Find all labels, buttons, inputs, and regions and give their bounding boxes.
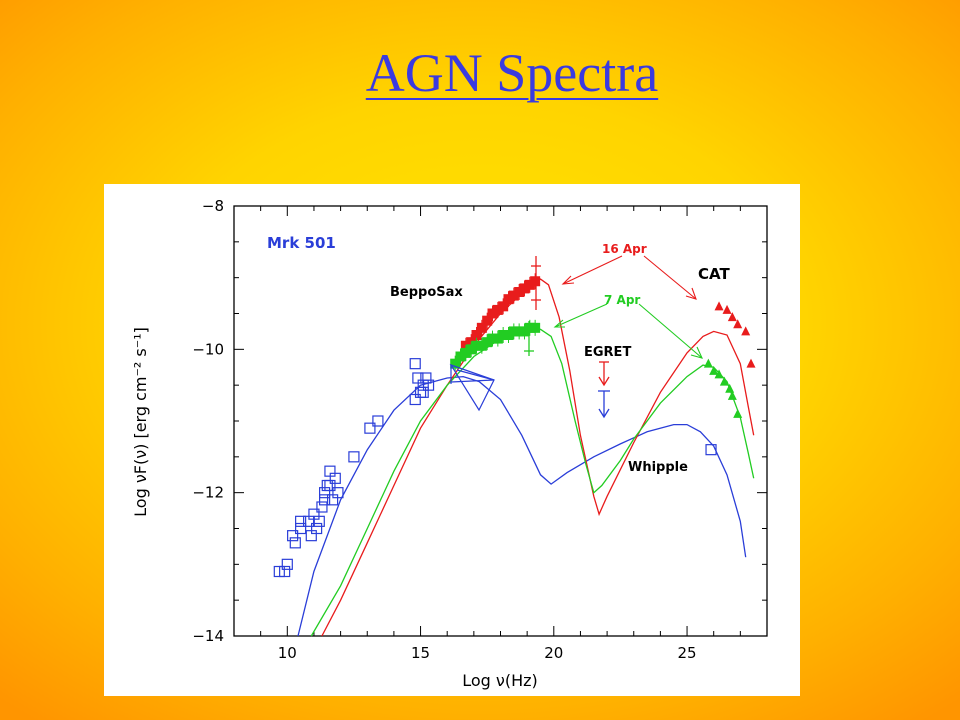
radio-optical-data [273, 358, 717, 578]
data-point [319, 494, 331, 506]
data-point [279, 565, 291, 578]
egret-blue-upper-limit [598, 390, 610, 419]
y-tick-label: −10 [192, 340, 224, 358]
data-point [725, 383, 735, 393]
data-point [727, 390, 737, 400]
data-point [714, 369, 724, 379]
y-axis-label: Log νF(ν) [erg cm⁻² s⁻¹] [131, 327, 150, 517]
xray-bowtie [449, 363, 495, 412]
cat-label: CAT [698, 265, 730, 283]
sync-ssc-blue-line [297, 375, 747, 637]
data-point [332, 487, 344, 499]
data-point [705, 444, 717, 456]
beppo-7-apr-data [450, 319, 541, 372]
data-point [746, 358, 756, 368]
cat-16-apr-data [714, 301, 756, 368]
model-16-apr-line [321, 278, 755, 637]
apr7-label: 7 Apr [604, 293, 640, 307]
model-16-apr [321, 278, 755, 637]
mrk501-label: Mrk 501 [267, 234, 336, 252]
data-point [409, 358, 421, 370]
beppo-label: BeppoSax [390, 285, 463, 300]
plot-panel: 10 15 20 25 −8 −10 −12 −14 [104, 184, 800, 696]
x-tick-label: 20 [544, 644, 563, 662]
apr16-label: 16 Apr [602, 242, 647, 256]
data-point [719, 376, 729, 386]
egret-label: EGRET [584, 345, 631, 360]
data-point [348, 451, 360, 463]
x-tick-label: 10 [278, 644, 297, 662]
data-point [722, 304, 732, 314]
data-point [295, 515, 307, 527]
data-point [324, 465, 336, 477]
data-point [295, 522, 307, 535]
y-tick-label: −14 [192, 627, 224, 645]
y-tick-label: −12 [192, 484, 224, 502]
slide-title: AGN Spectra [365, 43, 659, 103]
annotation-layer: Mrk 501 BeppoSax 16 Apr 7 Apr CAT EGRET … [131, 234, 730, 690]
y-tick-label: −8 [202, 197, 224, 215]
cat-7-apr-data [703, 358, 743, 418]
whipple-label: Whipple [628, 460, 688, 475]
data-point [372, 415, 384, 427]
x-tick-label: 15 [411, 644, 430, 662]
data-point [741, 326, 751, 336]
data-point [311, 522, 323, 535]
egret-red-upper-limit [598, 361, 610, 387]
data-point [417, 386, 429, 398]
axis-ticks: 10 15 20 25 −8 −10 −12 −14 [192, 197, 768, 662]
data-point [287, 530, 299, 542]
arrow-16-apr [561, 255, 697, 300]
data-point [714, 301, 724, 311]
data-point [316, 501, 328, 513]
data-point [733, 319, 743, 329]
x-axis-label: Log ν(Hz) [462, 671, 538, 690]
data-point [703, 358, 713, 368]
data-point [281, 558, 293, 570]
green-error-bar [524, 321, 534, 356]
series-layer [273, 273, 756, 637]
data-point [733, 408, 743, 418]
model-7-apr-line [310, 328, 755, 637]
data-point [364, 422, 376, 434]
sed-chart: 10 15 20 25 −8 −10 −12 −14 [131, 197, 768, 690]
data-point [289, 537, 301, 549]
arrow-7-apr [553, 303, 703, 359]
data-point [313, 515, 325, 527]
data-point [727, 312, 737, 322]
data-point [709, 365, 719, 375]
data-point [420, 372, 432, 384]
model-7-apr [310, 328, 755, 637]
red-error-bar [531, 256, 541, 310]
x-tick-label: 25 [678, 644, 697, 662]
sync-ssc-blue [297, 375, 747, 637]
